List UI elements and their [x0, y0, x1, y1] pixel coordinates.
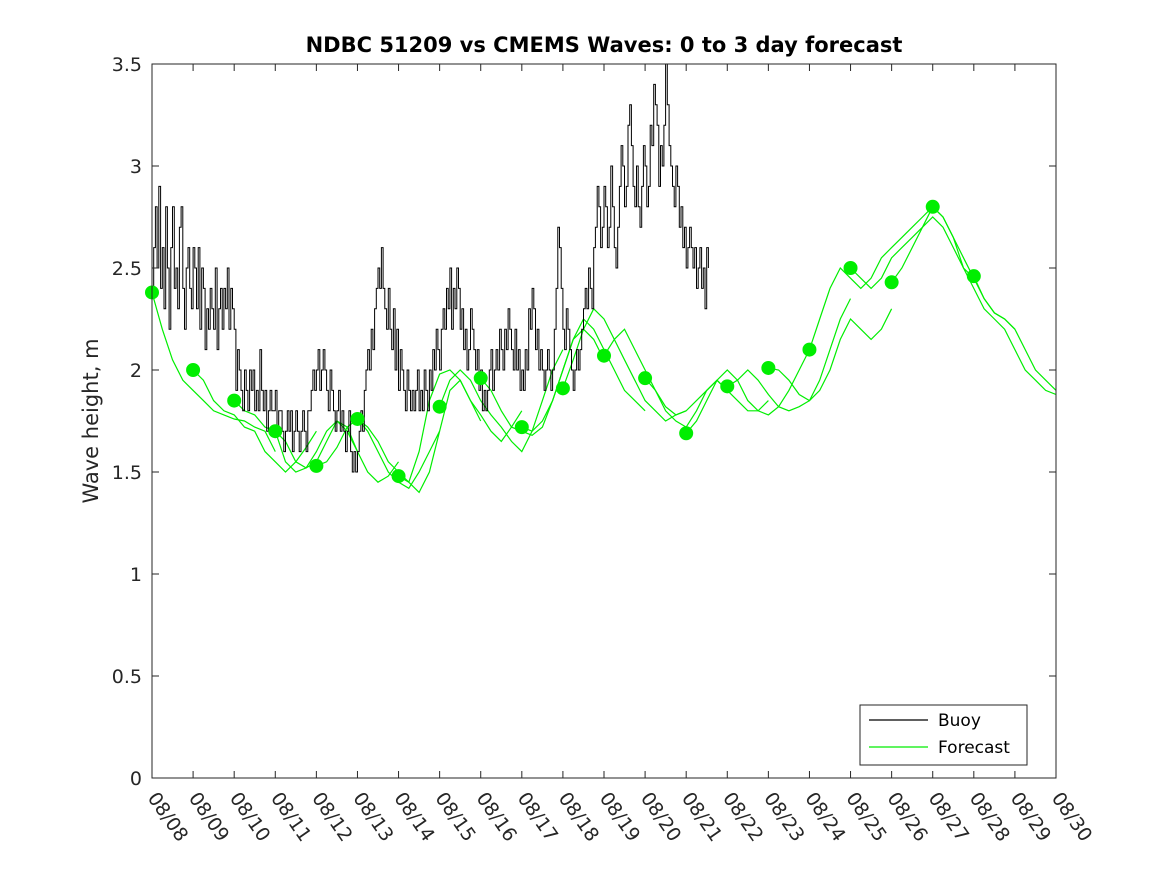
forecast-run-line [316, 418, 441, 490]
forecast-run-line [932, 206, 1056, 396]
forecast-start-marker [720, 379, 735, 394]
y-tick-label: 2.5 [112, 258, 142, 280]
buoy-line [152, 64, 709, 473]
y-tick-label: 1 [130, 564, 142, 586]
forecast-run-line [808, 206, 934, 350]
forecast-start-marker [186, 363, 201, 377]
forecast-start-marker [638, 371, 653, 386]
forecast-markers [145, 199, 981, 484]
forecast-run-line [644, 377, 769, 416]
forecast-start-marker [473, 371, 488, 386]
legend-box [859, 704, 1028, 766]
y-tick-label: 3 [130, 156, 142, 178]
forecast-start-marker [761, 360, 776, 375]
legend-label-buoy: Buoy [938, 711, 981, 731]
forecast-start-marker [597, 348, 611, 363]
forecast-run-line [439, 349, 564, 453]
y-axis: 0 0.5 1 1.5 2 2.5 3 3.5 [112, 54, 1056, 790]
forecast-run-line [726, 298, 852, 412]
y-tick-label: 1.5 [112, 462, 142, 484]
forecast-start-marker [884, 275, 899, 290]
forecast-start-marker [350, 411, 365, 426]
forecast-run-line [398, 369, 523, 484]
forecast-start-marker [555, 381, 570, 396]
forecast-start-marker [309, 458, 324, 473]
y-tick-label: 2 [130, 360, 142, 382]
chart-title: NDBC 51209 vs CMEMS Waves: 0 to 3 day fo… [306, 33, 903, 57]
forecast-start-marker [391, 469, 406, 484]
forecast-start-marker [227, 393, 242, 408]
y-tick-label: 0 [130, 768, 142, 790]
forecast-run-line [685, 349, 811, 434]
forecast-start-marker [268, 424, 283, 439]
forecast-start-marker [925, 199, 940, 214]
forecast-start-marker [679, 426, 694, 441]
forecast-start-marker [843, 261, 858, 275]
y-tick-label: 0.5 [112, 666, 142, 688]
forecast-run-line [768, 308, 893, 402]
y-axis-label: Wave height, m [79, 338, 103, 503]
forecast-start-marker [514, 420, 529, 435]
y-tick-label: 3.5 [112, 54, 142, 76]
legend-label-forecast: Forecast [938, 738, 1010, 758]
forecast-start-marker [802, 342, 817, 357]
forecast-run-line [973, 275, 1056, 392]
forecast-run-line [850, 216, 975, 290]
legend: Buoy Forecast [859, 704, 1028, 766]
forecast-start-marker [432, 399, 447, 414]
buoy-series [152, 64, 709, 473]
forecast-run-line [152, 292, 276, 452]
forecast-start-marker [966, 269, 981, 284]
